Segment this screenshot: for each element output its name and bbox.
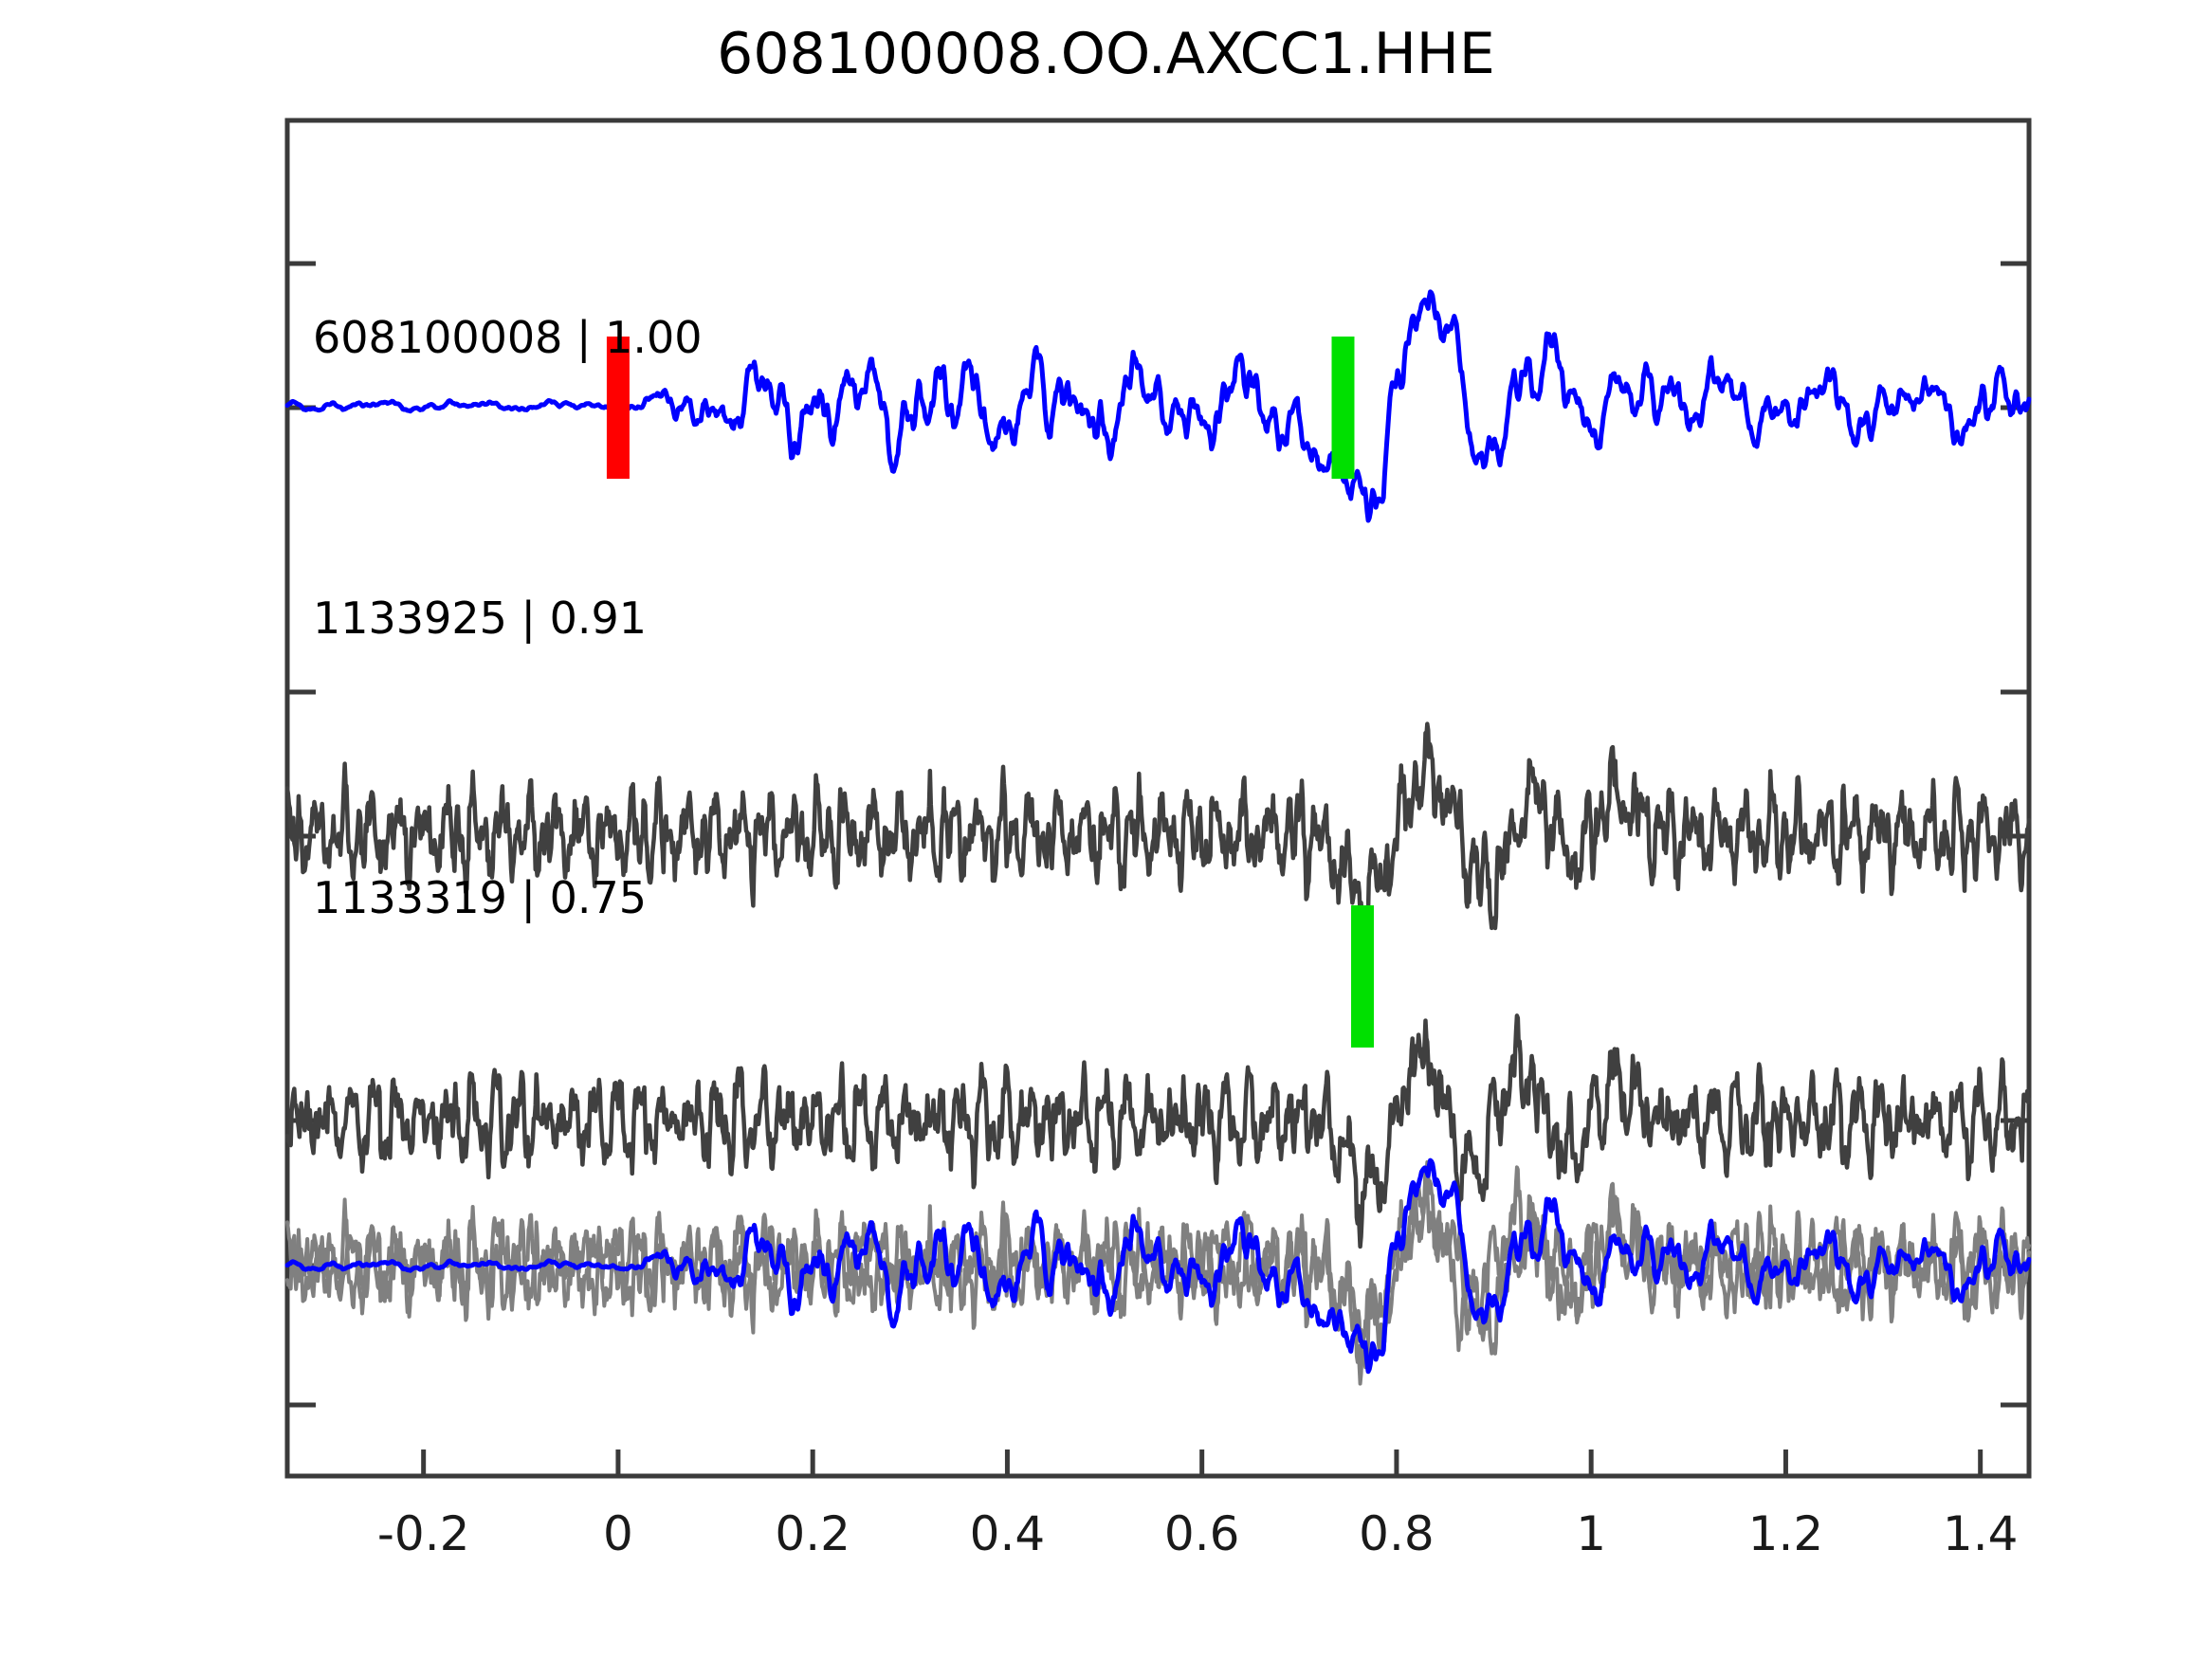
waveform-trace-608100008 bbox=[284, 289, 2032, 523]
x-tick-label-8: 1.4 bbox=[1943, 1506, 2019, 1561]
trace-label-608100008: 608100008 | 1.00 bbox=[313, 312, 703, 364]
overlay-trace-1133319 bbox=[285, 1165, 2031, 1386]
pick-marker-phase-pick-row3 bbox=[1351, 905, 1375, 1048]
x-tick-label-6: 1 bbox=[1576, 1506, 1606, 1561]
pick-marker-origin-pick-row1 bbox=[606, 337, 630, 479]
trace-labels: 608100008 | 1.00 1133925 | 0.91 1133319 | … bbox=[313, 312, 703, 924]
waveform-trace-1133925 bbox=[284, 721, 2032, 945]
x-tick-label-3: 0.4 bbox=[970, 1506, 1046, 1561]
x-axis-ticks: -0.2 0 0.2 0.4 0.6 0.8 1 1.2 1.4 bbox=[377, 1449, 2019, 1561]
pick-marker-phase-pick-row1 bbox=[1331, 337, 1355, 479]
waveform-trace-1133319 bbox=[284, 1013, 2032, 1249]
overlay-trace-608100008 bbox=[284, 1158, 2032, 1375]
page-title: 608100008.OO.AXCC1.HHE bbox=[717, 21, 1495, 87]
x-tick-label-0: -0.2 bbox=[377, 1506, 470, 1561]
x-tick-label-5: 0.8 bbox=[1359, 1506, 1435, 1561]
pick-markers bbox=[606, 337, 1375, 1048]
x-tick-label-7: 1.2 bbox=[1748, 1506, 1824, 1561]
trace-label-1133319: 1133319 | 0.75 bbox=[313, 872, 647, 924]
x-tick-label-4: 0.6 bbox=[1164, 1506, 1240, 1561]
waveform-traces bbox=[284, 289, 2032, 1386]
trace-label-1133925: 1133925 | 0.91 bbox=[313, 592, 647, 645]
x-tick-label-2: 0.2 bbox=[775, 1506, 850, 1561]
x-tick-label-1: 0 bbox=[603, 1506, 633, 1561]
